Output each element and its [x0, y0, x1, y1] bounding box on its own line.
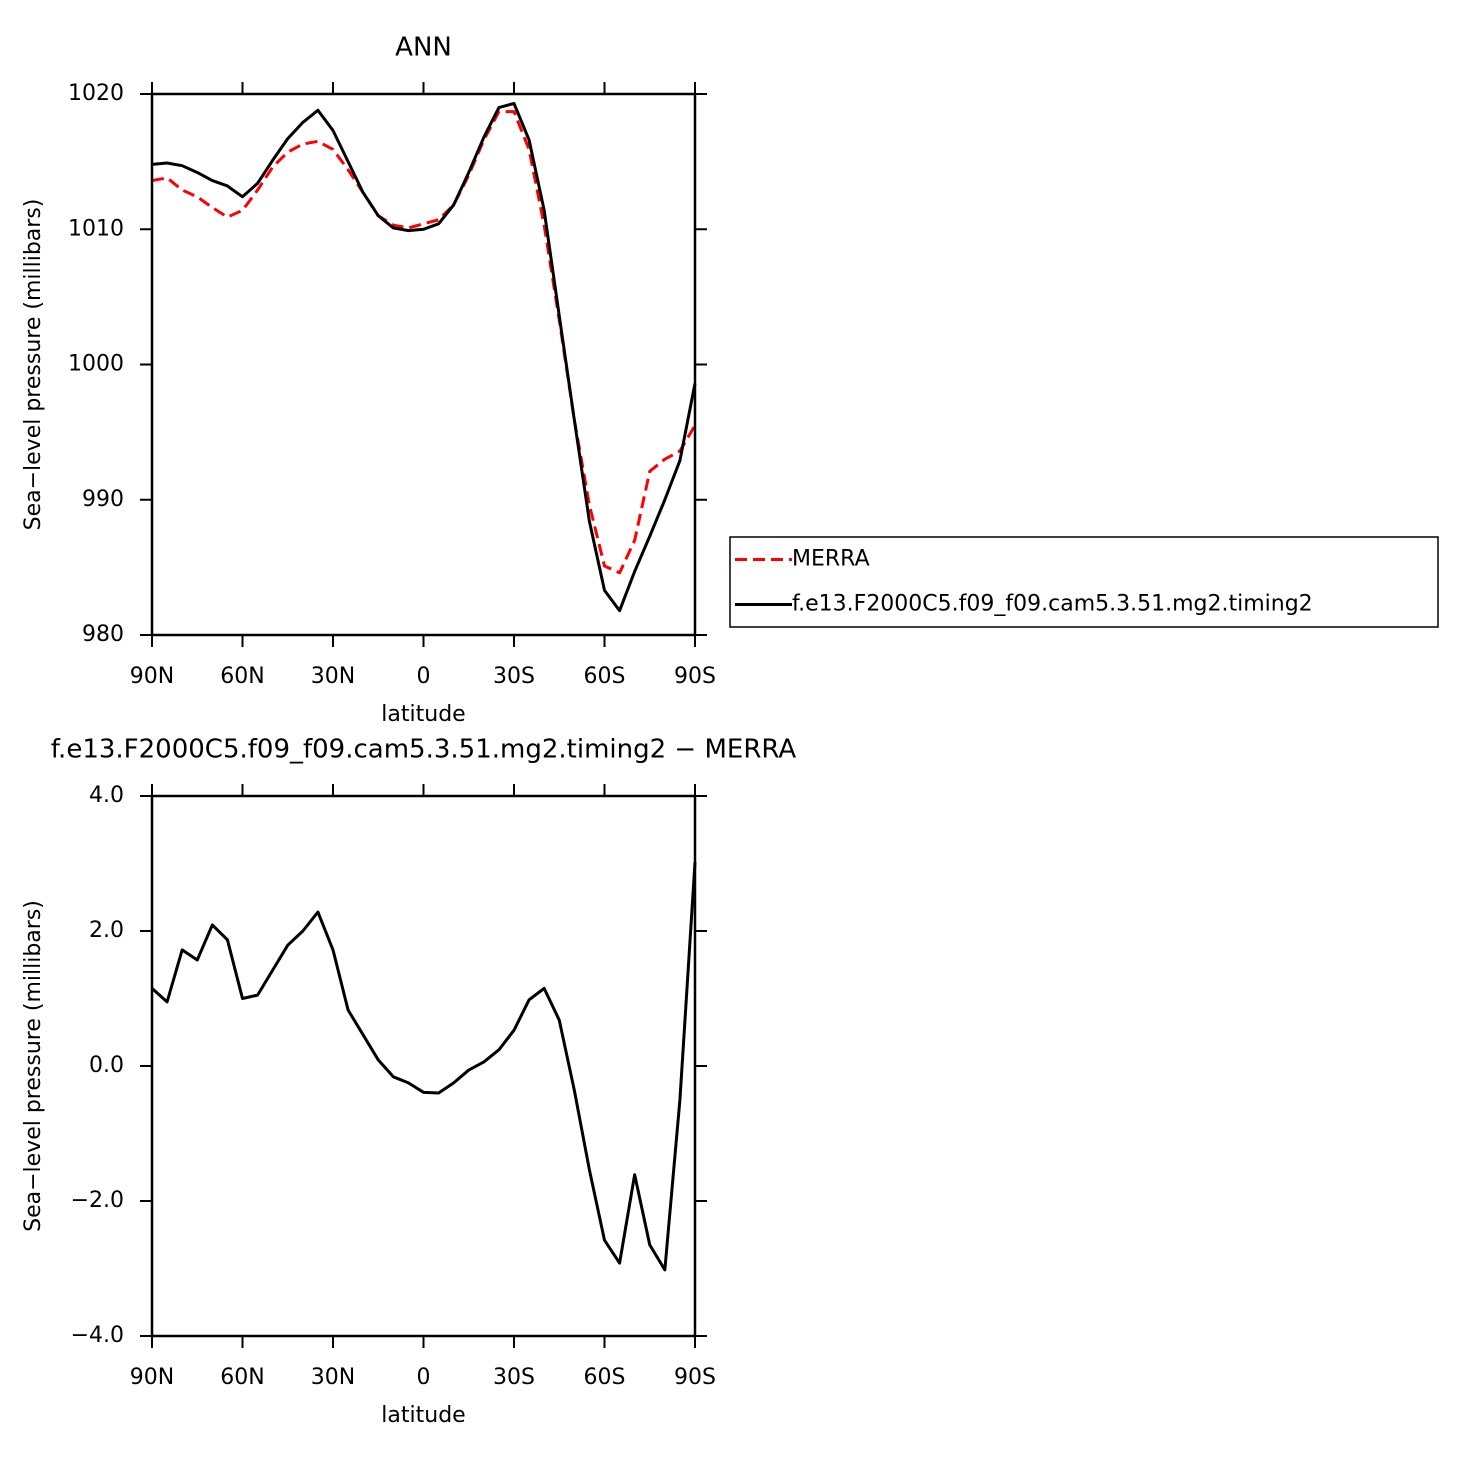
- legend-label: f.e13.F2000C5.f09_f09.cam5.3.51.mg2.timi…: [792, 592, 1313, 617]
- y-tick-label: −2.0: [71, 1188, 124, 1213]
- x-tick-label: 90S: [674, 1365, 716, 1390]
- chart-title: ANN: [395, 33, 452, 63]
- y-tick-label: 2.0: [89, 918, 124, 943]
- legend-box: [729, 536, 1439, 628]
- y-tick-label: −4.0: [71, 1323, 124, 1348]
- y-tick-label: 1010: [68, 216, 124, 241]
- x-tick-label: 60N: [220, 1365, 264, 1390]
- data-line: [151, 110, 697, 575]
- y-tick-label: 980: [82, 622, 124, 647]
- x-tick-label: 90N: [130, 1365, 174, 1390]
- data-line: [150, 862, 697, 1272]
- x-tick-label: 30S: [493, 664, 535, 689]
- x-tick-label: 60S: [584, 1365, 626, 1390]
- plot-frame: [150, 92, 697, 637]
- x-tick-label: 60N: [220, 664, 264, 689]
- y-tick-label: 1020: [68, 81, 124, 106]
- legend-label: MERRA: [792, 547, 870, 572]
- x-tick-label: 0: [417, 664, 431, 689]
- y-tick-label: 990: [82, 487, 124, 512]
- x-tick-label: 30N: [311, 1365, 355, 1390]
- y-tick-label: 0.0: [89, 1053, 124, 1078]
- x-tick-label: 60S: [584, 664, 626, 689]
- y-axis-label: Sea−level pressure (millibars): [21, 900, 46, 1232]
- plot-frame: [150, 794, 697, 1338]
- x-tick-label: 90S: [674, 664, 716, 689]
- x-tick-label: 90N: [130, 664, 174, 689]
- x-tick-label: 30N: [311, 664, 355, 689]
- x-axis-label: latitude: [381, 1403, 465, 1428]
- x-tick-label: 0: [417, 1365, 431, 1390]
- chart-title: f.e13.F2000C5.f09_f09.cam5.3.51.mg2.timi…: [51, 735, 797, 765]
- y-tick-label: 4.0: [89, 783, 124, 808]
- y-tick-label: 1000: [68, 352, 124, 377]
- x-axis-label: latitude: [381, 702, 465, 727]
- y-axis-label: Sea−level pressure (millibars): [21, 199, 46, 531]
- x-tick-label: 30S: [493, 1365, 535, 1390]
- data-line: [151, 101, 697, 613]
